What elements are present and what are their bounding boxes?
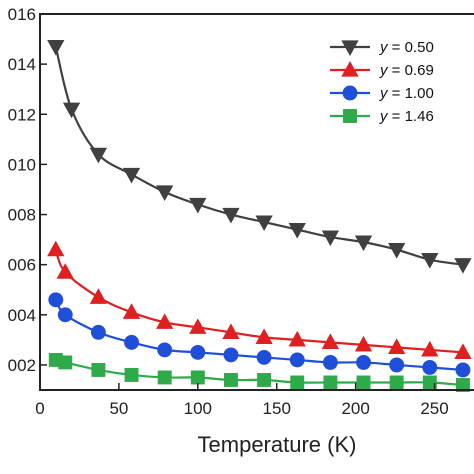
data-point (58, 355, 73, 370)
data-point (124, 368, 139, 382)
legend-item: y = 0.50 (330, 39, 434, 56)
legend-label: y = 0.69 (379, 62, 434, 79)
y-tick-label: 008 (8, 206, 36, 225)
data-point (389, 375, 404, 390)
y-tick-label: 016 (8, 5, 36, 24)
legend-marker (341, 40, 359, 56)
data-point (422, 360, 438, 375)
data-point (321, 230, 340, 247)
series-line (54, 46, 464, 266)
legend-marker (342, 85, 358, 101)
data-point (421, 340, 439, 357)
data-point (455, 362, 471, 378)
legend-label: y = 1.00 (379, 85, 434, 102)
x-tick-label: 50 (109, 399, 128, 418)
data-point (255, 215, 273, 232)
data-point (321, 333, 340, 349)
legend-item: y = 0.69 (330, 61, 434, 79)
legend-marker (341, 61, 359, 77)
data-point (288, 222, 306, 239)
x-tick-label: 150 (263, 399, 291, 418)
y-tick-label: 002 (8, 356, 36, 375)
data-point (157, 342, 173, 358)
x-tick-label: 250 (420, 399, 448, 418)
data-point (190, 370, 205, 385)
data-point (189, 318, 207, 334)
y-tick-label: 012 (8, 105, 36, 124)
x-axis-title: Temperature (K) (198, 432, 357, 457)
data-point (290, 375, 305, 390)
data-point (89, 288, 108, 304)
data-point (156, 313, 174, 329)
data-point (255, 328, 273, 344)
data-point (90, 324, 106, 340)
data-point (422, 375, 437, 390)
data-point (223, 347, 239, 363)
data-point (57, 307, 73, 323)
data-point (454, 343, 472, 359)
legend-marker (343, 109, 357, 123)
data-point (454, 258, 472, 274)
data-point (91, 362, 106, 377)
series-0.50 (47, 39, 472, 274)
data-point (156, 185, 174, 201)
data-point (47, 39, 65, 56)
data-point (124, 334, 139, 350)
x-tick-label: 0 (35, 399, 44, 418)
y-tick-label: 014 (8, 55, 36, 74)
data-point (224, 373, 238, 387)
data-point (288, 330, 306, 347)
legend-label: y = 0.50 (379, 39, 434, 56)
legend-item: y = 1.00 (330, 85, 434, 102)
data-point (354, 335, 373, 352)
legend-label: y = 1.46 (379, 108, 434, 125)
data-point (48, 292, 64, 308)
data-point (222, 323, 240, 339)
data-point (157, 370, 172, 385)
data-point (257, 373, 272, 387)
series-1.46 (48, 352, 470, 392)
y-tick-label: 004 (8, 306, 36, 325)
y-tick-label: 010 (8, 155, 36, 174)
data-point (322, 354, 338, 370)
data-point (89, 147, 108, 164)
data-point (256, 349, 272, 365)
plot-frame (39, 13, 474, 391)
data-point (323, 375, 338, 390)
data-point (389, 357, 405, 373)
legend-item: y = 1.46 (330, 108, 434, 125)
data-point (356, 354, 371, 370)
data-point (356, 375, 371, 390)
data-point (455, 378, 470, 392)
legend: y = 0.50 y = 0.69 y = 1.00 y = 1.46 (330, 39, 434, 125)
x-tick-label: 100 (184, 399, 212, 418)
x-tick-label: 200 (341, 399, 369, 418)
data-point (189, 197, 207, 214)
data-point (122, 167, 141, 184)
data-point (289, 352, 305, 368)
data-point (222, 207, 240, 224)
data-point (388, 338, 406, 354)
data-point (388, 243, 406, 259)
series-0.69 (47, 240, 472, 359)
data-point (56, 263, 74, 279)
series-1.00 (48, 292, 471, 378)
y-tick-label: 006 (8, 256, 36, 275)
data-point (190, 344, 206, 360)
data-point (47, 240, 65, 257)
data-point (354, 235, 373, 252)
data-point (62, 102, 81, 119)
data-point (122, 303, 141, 319)
data-point (421, 253, 439, 269)
